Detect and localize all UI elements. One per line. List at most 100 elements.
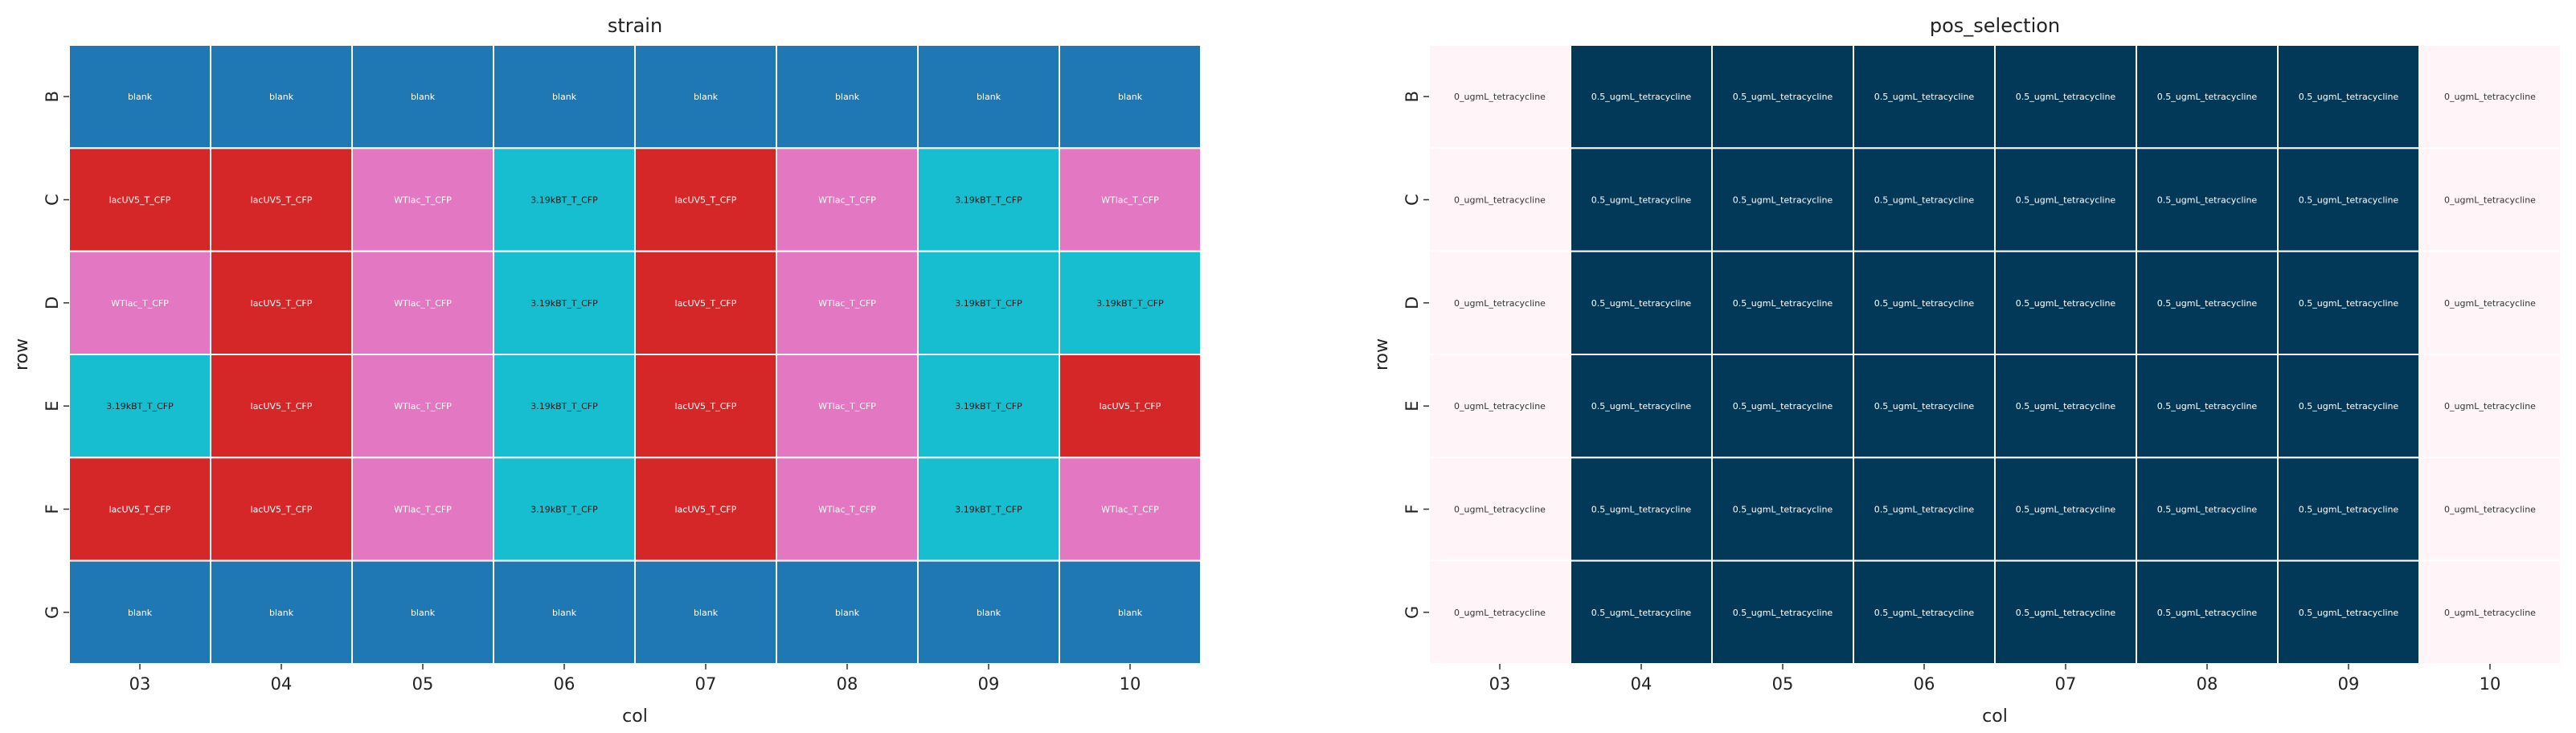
cell-label-3-19kbt-t-cfp: 3.19kBT_T_CFP: [955, 298, 1022, 309]
cell-label-0-5-ugml-tetracycline: 0.5_ugmL_tetracycline: [2016, 401, 2116, 412]
cell-label-lacuv5-t-cfp: lacUV5_T_CFP: [251, 298, 313, 309]
heatmap-cell-f-08: [776, 457, 919, 562]
heatmap-cell-e-07: [1994, 354, 2137, 459]
heatmap-cell-e-03: [1428, 354, 1571, 459]
heatmap-cell-c-08: [2136, 147, 2279, 252]
x-tick-label-05: 05: [1772, 674, 1794, 694]
heatmap-cell-d-08: [2136, 250, 2279, 355]
cell-label-0-5-ugml-tetracycline: 0.5_ugmL_tetracycline: [2016, 608, 2116, 618]
heatmap-cell-g-08: [776, 559, 919, 665]
heatmap-cell-g-08: [2136, 559, 2279, 665]
cell-label-blank: blank: [411, 92, 436, 102]
heatmap-cell-b-03: [1428, 44, 1571, 149]
heatmap-cell-g-04: [1570, 559, 1713, 665]
cell-label-blank: blank: [552, 608, 577, 618]
x-tick-labels: 03 04 05 06 07 08 09 10: [129, 664, 1141, 694]
cell-label-lacuv5-t-cfp: lacUV5_T_CFP: [675, 195, 737, 206]
heatmap-cell-d-05: [351, 250, 494, 355]
heatmap-cell-f-03: [1428, 457, 1571, 562]
cell-label-3-19kbt-t-cfp: 3.19kBT_T_CFP: [955, 505, 1022, 515]
cell-label-lacuv5-t-cfp: lacUV5_T_CFP: [109, 195, 171, 206]
heatmap-cell-c-10: [2418, 147, 2562, 252]
heatmap-cell-g-04: [210, 559, 353, 665]
cell-label-blank: blank: [128, 92, 153, 102]
cell-label-blank: blank: [977, 92, 1001, 102]
cell-label-blank: blank: [269, 608, 294, 618]
x-tick-label-09: 09: [2338, 674, 2360, 694]
cell-label-wtlac-t-cfp: WTlac_T_CFP: [1101, 505, 1159, 515]
cell-label-3-19kbt-t-cfp: 3.19kBT_T_CFP: [955, 401, 1022, 412]
cell-label-0-5-ugml-tetracycline: 0.5_ugmL_tetracycline: [2016, 92, 2116, 102]
heatmap-cell-f-08: [2136, 457, 2279, 562]
cell-label-blank: blank: [269, 92, 294, 102]
cell-label-wtlac-t-cfp: WTlac_T_CFP: [394, 505, 452, 515]
cell-label-wtlac-t-cfp: WTlac_T_CFP: [394, 298, 452, 309]
cell-label-0-5-ugml-tetracycline: 0.5_ugmL_tetracycline: [1591, 505, 1692, 515]
heatmap-cell-f-04: [1570, 457, 1713, 562]
cell-label-0-5-ugml-tetracycline: 0.5_ugmL_tetracycline: [1591, 608, 1692, 618]
heatmap-cell-f-05: [351, 457, 494, 562]
x-tick-label-08: 08: [837, 674, 858, 694]
cell-label-blank: blank: [835, 608, 860, 618]
cell-label-0-5-ugml-tetracycline: 0.5_ugmL_tetracycline: [2157, 608, 2258, 618]
x-axis-label: col: [622, 706, 648, 727]
x-tick-label-04: 04: [1631, 674, 1652, 694]
x-tick-label-10: 10: [2480, 674, 2501, 694]
heatmap-cell-g-09: [2277, 559, 2420, 665]
heatmap-cell-b-10: [2418, 44, 2562, 149]
y-tick-label-e: E: [1403, 401, 1422, 412]
cell-label-0-5-ugml-tetracycline: 0.5_ugmL_tetracycline: [2299, 195, 2399, 206]
heatmap-cell-d-06: [1853, 250, 1996, 355]
cell-label-0-5-ugml-tetracycline: 0.5_ugmL_tetracycline: [2016, 505, 2116, 515]
cell-label-0-5-ugml-tetracycline: 0.5_ugmL_tetracycline: [2016, 195, 2116, 206]
cell-label-0-5-ugml-tetracycline: 0.5_ugmL_tetracycline: [1591, 401, 1692, 412]
cell-label-0-ugml-tetracycline: 0_ugmL_tetracycline: [2444, 401, 2536, 412]
cell-label-3-19kbt-t-cfp: 3.19kBT_T_CFP: [955, 195, 1022, 206]
x-tick-label-03: 03: [129, 674, 151, 694]
cell-label-0-5-ugml-tetracycline: 0.5_ugmL_tetracycline: [2157, 92, 2258, 102]
cell-label-0-5-ugml-tetracycline: 0.5_ugmL_tetracycline: [1591, 195, 1692, 206]
y-tick-labels: B C D E F G: [1403, 91, 1429, 619]
heatmap-cell-b-06: [493, 44, 636, 149]
heatmap-cell-f-09: [917, 457, 1060, 562]
cell-label-0-ugml-tetracycline: 0_ugmL_tetracycline: [2444, 195, 2536, 206]
heatmap-cell-c-06: [493, 147, 636, 252]
cell-label-0-ugml-tetracycline: 0_ugmL_tetracycline: [1454, 92, 1546, 102]
cell-label-wtlac-t-cfp: WTlac_T_CFP: [818, 505, 876, 515]
cell-label-blank: blank: [1118, 608, 1143, 618]
chart-title: strain: [608, 14, 662, 37]
cell-label-lacuv5-t-cfp: lacUV5_T_CFP: [109, 505, 171, 515]
heatmap-cell-e-04: [1570, 354, 1713, 459]
y-tick-label-d: D: [43, 297, 62, 309]
cell-label-0-5-ugml-tetracycline: 0.5_ugmL_tetracycline: [1733, 92, 1833, 102]
heatmap-cell-f-10: [1059, 457, 1202, 562]
cell-label-0-5-ugml-tetracycline: 0.5_ugmL_tetracycline: [1733, 505, 1833, 515]
cell-label-lacuv5-t-cfp: lacUV5_T_CFP: [251, 401, 313, 412]
cell-label-3-19kbt-t-cfp: 3.19kBT_T_CFP: [530, 195, 598, 206]
heatmap-cell-d-04: [210, 250, 353, 355]
heatmap-cell-d-03: [1428, 250, 1571, 355]
y-tick-label-f: F: [1403, 504, 1422, 514]
heatmap-cell-c-09: [2277, 147, 2420, 252]
cell-label-wtlac-t-cfp: WTlac_T_CFP: [818, 298, 876, 309]
y-axis-label: row: [1372, 338, 1392, 371]
heatmap-cell-d-06: [493, 250, 636, 355]
cell-label-0-5-ugml-tetracycline: 0.5_ugmL_tetracycline: [1874, 298, 1975, 309]
heatmap-cell-c-08: [776, 147, 919, 252]
cell-label-0-5-ugml-tetracycline: 0.5_ugmL_tetracycline: [1733, 195, 1833, 206]
cell-label-wtlac-t-cfp: WTlac_T_CFP: [818, 195, 876, 206]
x-tick-label-06: 06: [1914, 674, 1935, 694]
cell-label-0-5-ugml-tetracycline: 0.5_ugmL_tetracycline: [1874, 401, 1975, 412]
cell-label-lacuv5-t-cfp: lacUV5_T_CFP: [675, 505, 737, 515]
heatmap-cell-d-10: [1059, 250, 1202, 355]
x-tick-label-07: 07: [2055, 674, 2077, 694]
cell-label-blank: blank: [835, 92, 860, 102]
cell-label-0-5-ugml-tetracycline: 0.5_ugmL_tetracycline: [2299, 92, 2399, 102]
heatmap-cell-b-07: [1994, 44, 2137, 149]
y-tick-label-g: G: [43, 606, 62, 619]
cell-label-0-ugml-tetracycline: 0_ugmL_tetracycline: [2444, 505, 2536, 515]
heatmap-cell-c-07: [634, 147, 777, 252]
cell-label-3-19kbt-t-cfp: 3.19kBT_T_CFP: [530, 401, 598, 412]
cell-label-0-5-ugml-tetracycline: 0.5_ugmL_tetracycline: [1733, 608, 1833, 618]
